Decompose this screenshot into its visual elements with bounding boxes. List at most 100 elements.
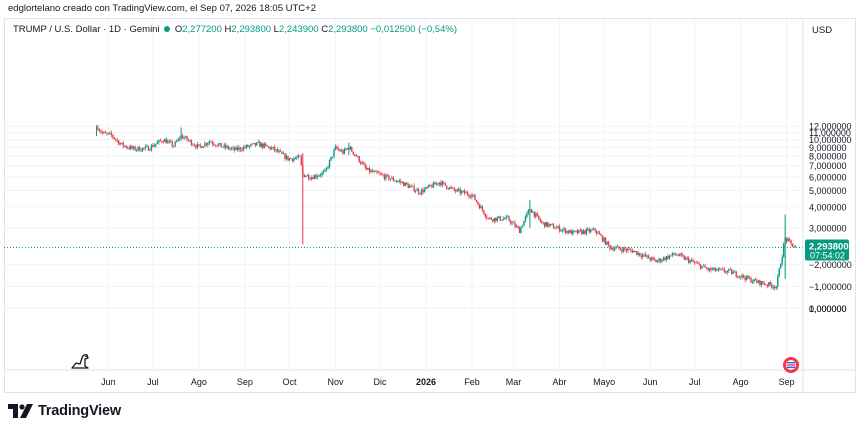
candle-body — [603, 238, 605, 242]
candle-body — [619, 248, 622, 250]
candle-body — [506, 216, 509, 218]
price-badge-value: 2,293800 — [809, 242, 849, 253]
candle-body — [230, 148, 233, 149]
candle-body — [536, 213, 539, 216]
symbol-legend: TRUMP / U.S. Dollar · 1D · Gemini O2,277… — [13, 24, 457, 35]
candle-body — [288, 158, 291, 161]
candle-body — [782, 244, 785, 257]
candle-body — [677, 255, 680, 257]
symbol-name[interactable]: TRUMP / U.S. Dollar · 1D · Gemini — [13, 24, 160, 35]
candle-body — [628, 248, 631, 250]
candle-body — [404, 182, 406, 186]
candle-body — [226, 146, 228, 148]
candle-body — [713, 267, 715, 270]
candle-body — [601, 235, 604, 242]
candle-body — [355, 154, 357, 157]
candle-body — [196, 144, 199, 148]
candle-body — [790, 240, 792, 244]
candle-body — [189, 140, 191, 142]
candle-body — [416, 189, 418, 191]
candle-body — [768, 282, 770, 286]
candle-body — [689, 260, 691, 263]
candle-body — [503, 218, 506, 220]
candle-body — [557, 226, 559, 228]
candle-body — [401, 182, 403, 183]
candle-body — [174, 141, 176, 147]
candle-body — [523, 220, 525, 226]
candle-body — [146, 146, 148, 147]
candle-body — [414, 190, 417, 192]
candle-body — [312, 177, 314, 180]
candle-body — [717, 268, 720, 271]
candle-body — [273, 146, 276, 151]
candle-body — [303, 174, 305, 178]
candle-body — [291, 158, 294, 161]
candle-body — [339, 149, 341, 152]
candle-body — [131, 146, 133, 149]
candle-body — [698, 263, 700, 265]
candle-body — [357, 156, 359, 158]
last-price-badge: 2,293800 07:54:02 — [805, 239, 849, 261]
candle-body — [236, 147, 239, 150]
candle-body — [644, 254, 647, 257]
price-axis: 12,00000011,00000010,0000009,0000008,000… — [809, 122, 852, 314]
candle-body — [474, 194, 476, 200]
candle-body — [633, 251, 635, 253]
candle-body — [738, 276, 740, 278]
candle-body — [124, 145, 126, 147]
candle-body — [480, 206, 482, 209]
candle-body — [760, 281, 763, 286]
candle-body — [265, 143, 267, 146]
candle-body — [172, 146, 175, 147]
candle-body — [263, 143, 265, 148]
candle-body — [512, 222, 515, 224]
candle-body — [198, 144, 200, 146]
candle-body — [279, 151, 282, 152]
candle-body — [486, 216, 488, 219]
candle-body — [495, 217, 497, 221]
candle-body — [662, 257, 665, 261]
candle-body — [509, 220, 512, 224]
candle-body — [744, 277, 746, 280]
candle-body — [269, 146, 271, 150]
candle-body — [468, 194, 470, 197]
candle-body — [201, 145, 203, 148]
y-tick-label: 8,000000 — [809, 151, 847, 161]
candle-body — [640, 255, 642, 257]
candle-body — [462, 190, 464, 192]
y-tick-label: 7,000000 — [809, 161, 847, 171]
close-value: 2,293800 — [328, 24, 368, 35]
dino-icon[interactable] — [71, 354, 89, 369]
grid-lines — [4, 19, 803, 369]
candle-body — [110, 132, 113, 135]
candle-body — [434, 182, 436, 185]
x-tick-label: Ago — [733, 377, 749, 387]
currency-label[interactable]: USD — [812, 25, 833, 36]
candle-body — [411, 185, 414, 187]
candle-body — [140, 150, 142, 152]
candle-body — [408, 185, 411, 188]
y-tick-label: 4,000000 — [809, 202, 847, 212]
candle-body — [530, 209, 533, 213]
candle-body — [259, 141, 261, 147]
candle-body — [211, 142, 213, 144]
candle-body — [379, 173, 381, 175]
flag-icon[interactable] — [783, 357, 799, 373]
candle-body — [403, 182, 405, 186]
candle-body — [426, 186, 429, 188]
candle-body — [156, 142, 159, 144]
candle-body — [647, 255, 650, 259]
candle-body — [720, 268, 723, 270]
candle-body — [420, 189, 423, 195]
candle-body — [343, 148, 346, 154]
candle-body — [612, 248, 614, 251]
candle-body — [98, 130, 101, 131]
candle-body — [143, 147, 145, 149]
candle-body — [227, 146, 230, 149]
candle-body — [742, 274, 745, 278]
price-badge-countdown: 07:54:02 — [810, 251, 845, 261]
candle-body — [316, 176, 319, 178]
candle-body — [204, 143, 206, 147]
y-tick-label: 12,000000 — [809, 122, 852, 132]
